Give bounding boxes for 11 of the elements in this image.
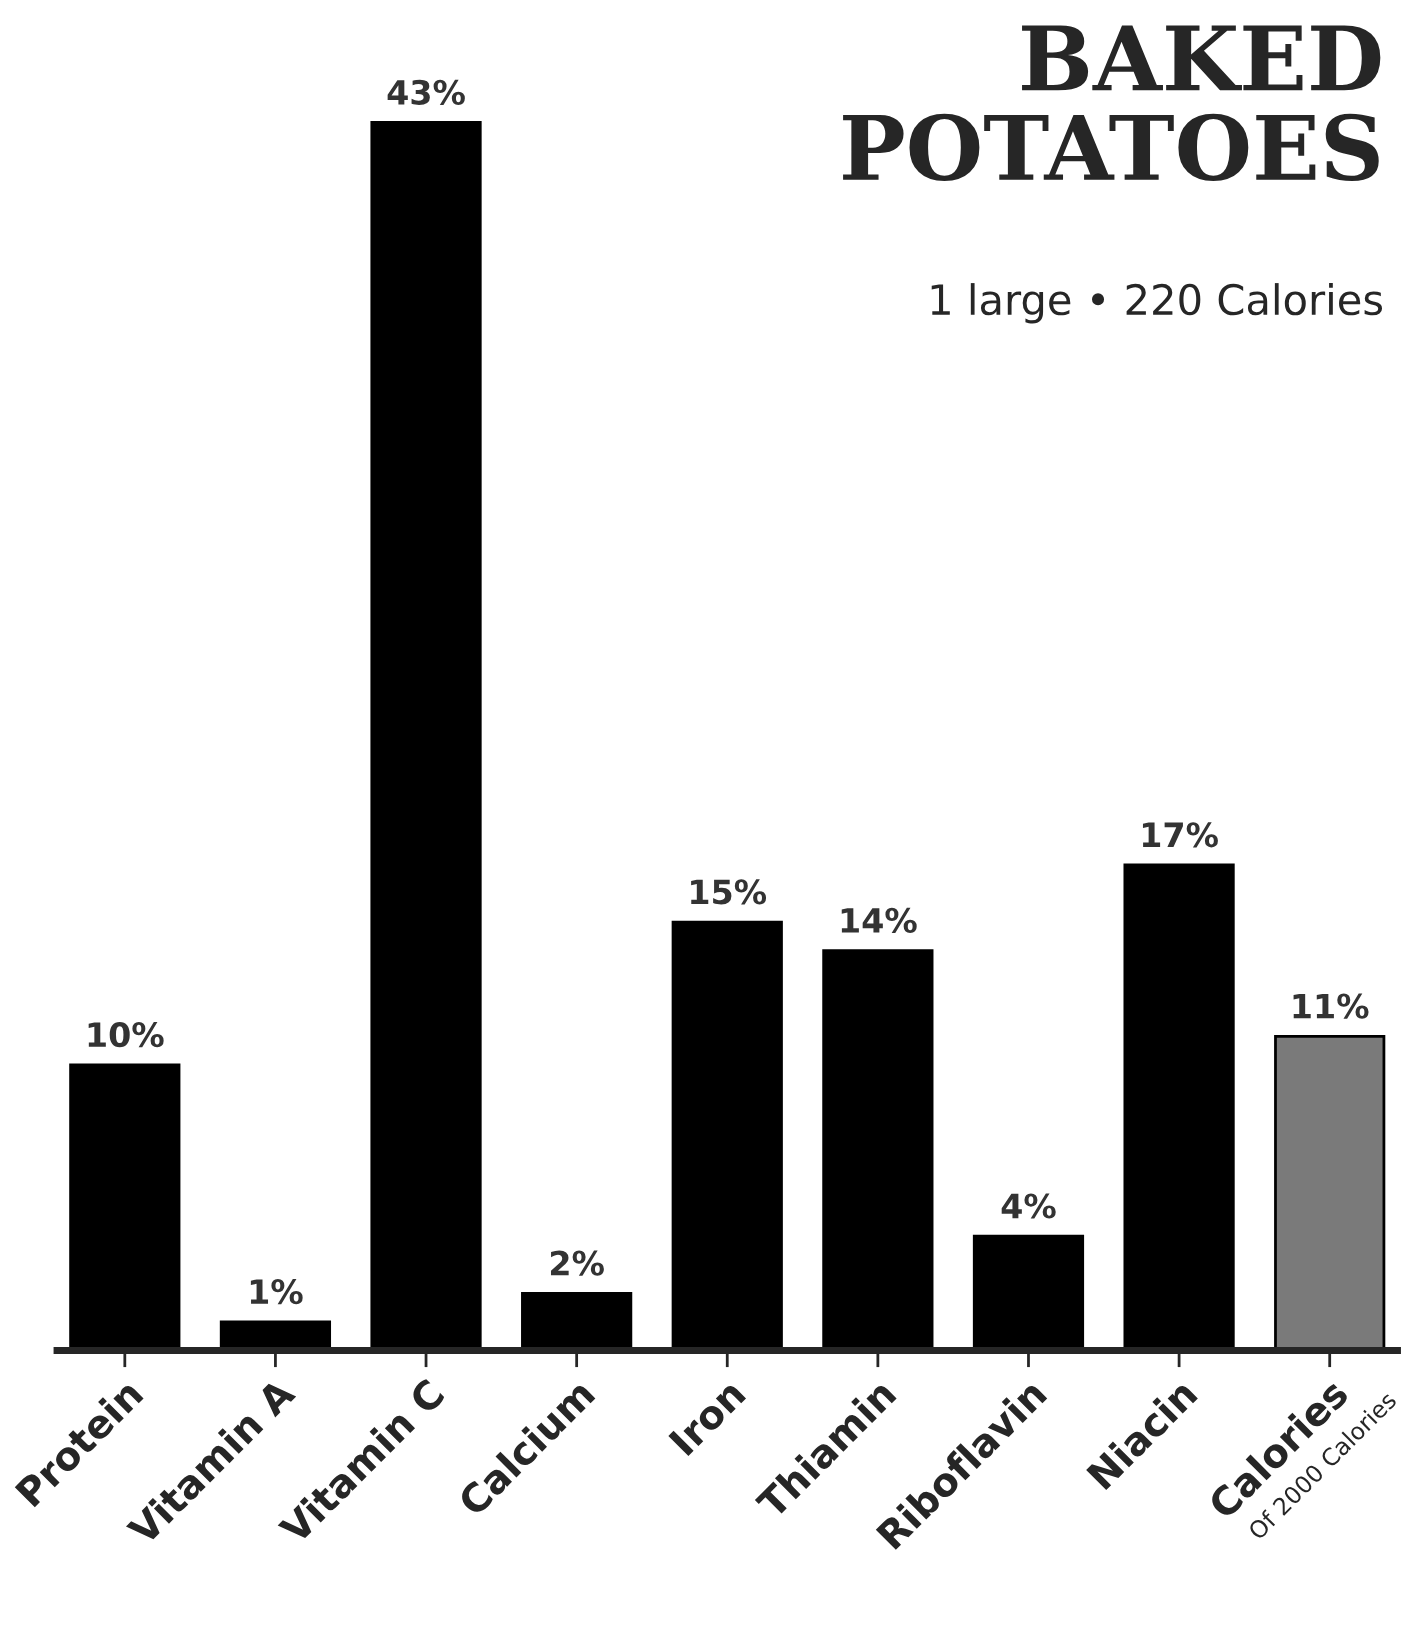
data-label: 1% — [250, 1279, 303, 1305]
data-label: 17% — [1142, 822, 1218, 848]
data-label: 15% — [691, 879, 767, 905]
data-label: 43% — [387, 79, 465, 105]
data-label: 14% — [841, 907, 917, 934]
chart-title: BAKED POTATOES — [843, 25, 1381, 181]
data-label: 2% — [550, 1250, 604, 1276]
data-label: 10% — [88, 1022, 164, 1048]
data-label: 4% — [1001, 1193, 1056, 1219]
text: 1 large • 220 Calories — [931, 283, 1383, 324]
data-label: 11% — [1293, 993, 1369, 1019]
